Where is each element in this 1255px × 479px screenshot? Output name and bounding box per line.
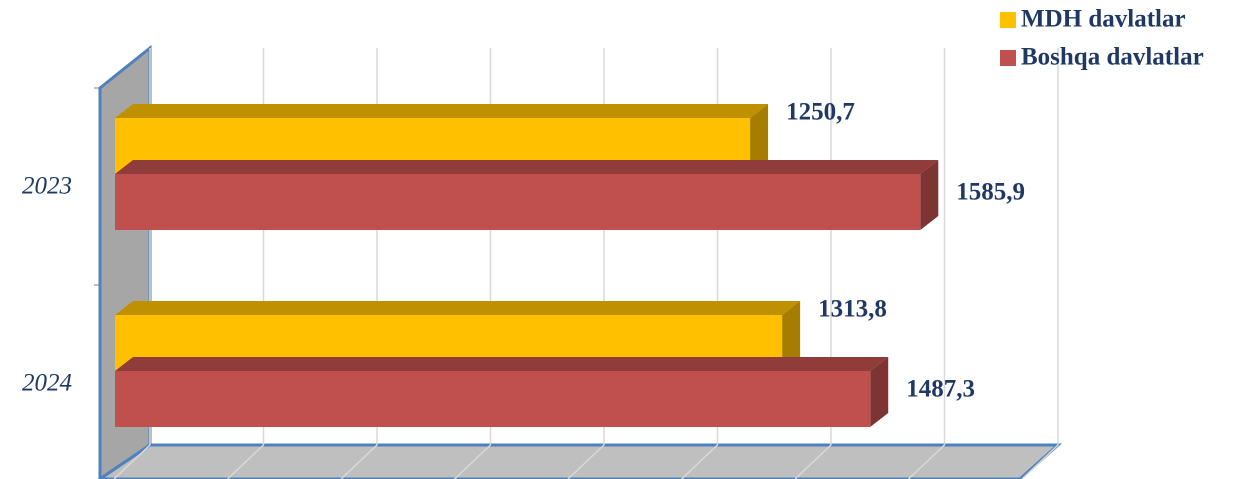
bar [115,371,871,427]
floor-grid-line [907,444,946,479]
legend-label: Boshqa davlatlar [1021,44,1204,71]
bar [115,174,921,230]
legend-label: MDH davlatlar [1021,6,1186,33]
bar-3d [115,160,939,230]
floor-grid-line [680,444,719,479]
bar-3d [115,357,889,427]
category-label: 2024 [22,370,72,397]
floor-grid-line [1021,444,1059,479]
floor-grid-line [794,444,832,479]
bar-top [115,357,889,371]
floor-grid-line [453,444,492,479]
value-label: 1313,8 [818,296,887,323]
category-label: 2023 [22,173,72,200]
bar-side [750,104,769,174]
bar-side [782,301,801,371]
floor-grid-line [567,444,605,479]
floor-grid-line [113,444,151,479]
floor-grid-line [226,444,265,479]
bar-side [870,357,889,427]
floor-grid-line [340,444,378,479]
value-label: 1487,3 [906,376,975,403]
legend-swatch [1000,12,1016,28]
legend-swatch [1000,50,1016,66]
bar-top [115,104,769,118]
bar-side [920,160,939,230]
bar-top [115,160,939,174]
bar-top [115,301,801,315]
value-label: 1585,9 [956,179,1025,206]
value-label: 1250,7 [786,99,855,126]
